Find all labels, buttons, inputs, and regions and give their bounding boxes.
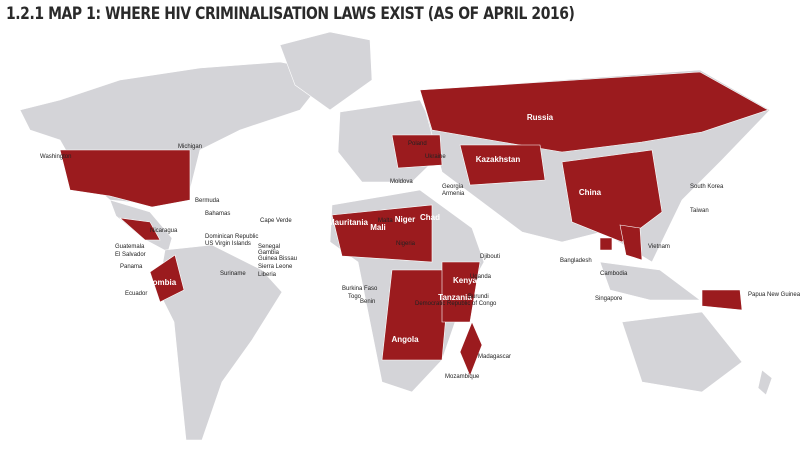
country-label: Cape Verde [260,218,292,224]
country-label: Cambodia [600,271,628,277]
country-label: Vietnam [648,244,670,250]
country-label: Mali [370,223,386,232]
country-label: Mozambique [445,374,480,380]
country-label: Singapore [595,296,623,302]
country-label: China [579,188,602,197]
country-label: Washington [40,154,71,160]
country-label: Burkina Faso [342,286,378,292]
country-label: Angola [391,335,419,344]
country-label: Sierra Leone [258,264,293,270]
country-label: Suriname [220,271,246,277]
country-label: Ukraine [425,154,446,160]
map-title: 1.2.1 MAP 1: WHERE HIV CRIMINALISATION L… [6,4,575,24]
country-label: Poland [408,141,427,147]
country-label: Malta [378,218,393,224]
country-label: Russia [527,113,554,122]
country-label: Tanzania [438,293,472,302]
country-label: Taiwan [690,208,709,214]
country-label: Democratic Republic of Congo [415,301,497,307]
country-label: Nicaragua [150,228,178,234]
country-label: US Virgin Islands [205,241,251,247]
country-label: Bermuda [195,198,220,204]
country-label: Uganda [470,274,492,280]
country-label: Michigan [178,144,202,150]
country-label: Georgia [442,184,464,190]
country-label: South Korea [690,184,724,190]
country-label: Armenia [442,191,465,197]
country-label: Dominican Republic [205,234,258,240]
country-label: Panama [120,264,143,270]
country-label: Mauritania [328,218,369,227]
criminalisation-areas [59,71,769,377]
country-label: Bahamas [205,211,230,217]
country-label: Madagascar [478,354,511,360]
country-label: Bangladesh [560,258,592,264]
country-label: Burundi [468,294,489,300]
country-label: Papua New Guinea [748,292,800,298]
country-label: Liberia [258,272,277,278]
country-label: Kenya [453,276,478,285]
country-label: Nigeria [396,241,416,247]
country-label: Colombia [140,278,177,287]
country-label: Togo [348,294,362,300]
country-label: Benin [360,299,375,305]
country-label: Guatemala [115,244,145,250]
country-label: Niger [395,215,415,224]
country-label: Ecuador [125,291,147,297]
country-label: Chad [420,213,440,222]
country-label: Djibouti [480,254,500,260]
country-label: Senegal [258,244,280,250]
country-label: Guinea Bissau [258,256,297,262]
country-label: Moldova [390,179,413,185]
country-label: Kazakhstan [476,155,521,164]
country-label: Gambia [258,250,280,256]
country-label: El Salvador [115,252,146,258]
